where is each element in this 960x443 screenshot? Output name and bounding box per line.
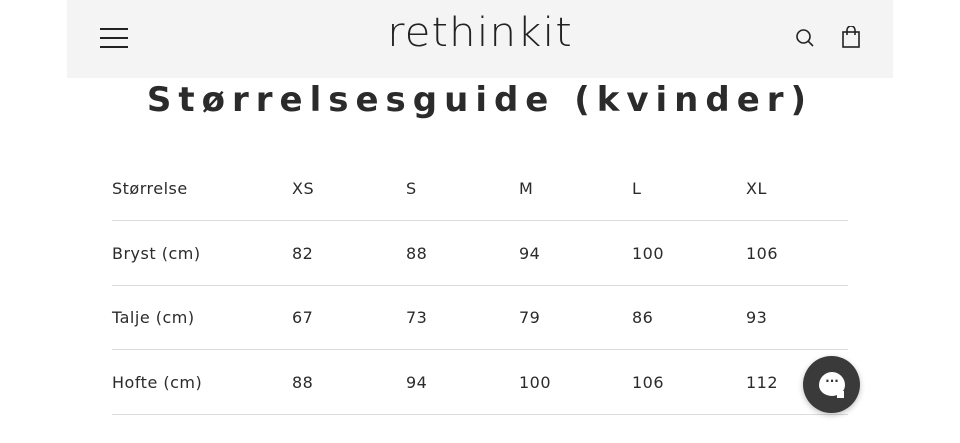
shopping-bag-icon[interactable] <box>841 25 861 48</box>
table-cell: 94 <box>519 243 541 263</box>
menu-button[interactable] <box>100 28 128 48</box>
page-title: Størrelsesguide (kvinder) <box>146 80 814 120</box>
chat-bubble-icon: ··· <box>819 372 845 398</box>
table-cell: 79 <box>519 308 541 327</box>
table-cell: 86 <box>632 308 654 327</box>
table-row: Hofte (cm) 88 94 100 106 112 <box>112 350 848 415</box>
menu-icon-line <box>100 46 128 48</box>
table-cell: 106 <box>632 372 665 392</box>
table-cell: 82 <box>292 243 314 263</box>
chat-button[interactable]: ··· <box>803 356 860 413</box>
menu-icon-line <box>100 28 128 30</box>
table-row: Talje (cm) 67 73 79 86 93 <box>112 285 848 350</box>
row-label: Bryst (cm) <box>112 243 201 263</box>
table-cell: 100 <box>519 372 552 392</box>
column-header: M <box>519 179 534 198</box>
table-cell: 88 <box>406 243 428 263</box>
table-cell: 88 <box>292 372 314 392</box>
table-cell: 67 <box>292 308 314 327</box>
site-header: rethinkit <box>67 0 893 78</box>
table-cell: 112 <box>746 372 779 392</box>
column-header: L <box>632 179 642 198</box>
column-header: XL <box>746 179 767 198</box>
menu-icon-line <box>100 37 128 39</box>
table-cell: 94 <box>406 372 428 392</box>
table-cell: 100 <box>632 243 665 263</box>
logo[interactable]: rethinkit <box>387 10 573 56</box>
table-cell: 93 <box>746 308 768 327</box>
row-label: Talje (cm) <box>112 308 195 327</box>
column-header: Størrelse <box>112 179 188 198</box>
column-header: XS <box>292 179 315 198</box>
table-cell: 73 <box>406 308 428 327</box>
search-icon[interactable] <box>795 28 815 48</box>
column-header: S <box>406 179 417 198</box>
row-label: Hofte (cm) <box>112 372 203 392</box>
table-header-row: Størrelse XS S M L XL <box>112 156 848 221</box>
table-cell: 106 <box>746 243 779 263</box>
table-row: Bryst (cm) 82 88 94 100 106 <box>112 221 848 286</box>
